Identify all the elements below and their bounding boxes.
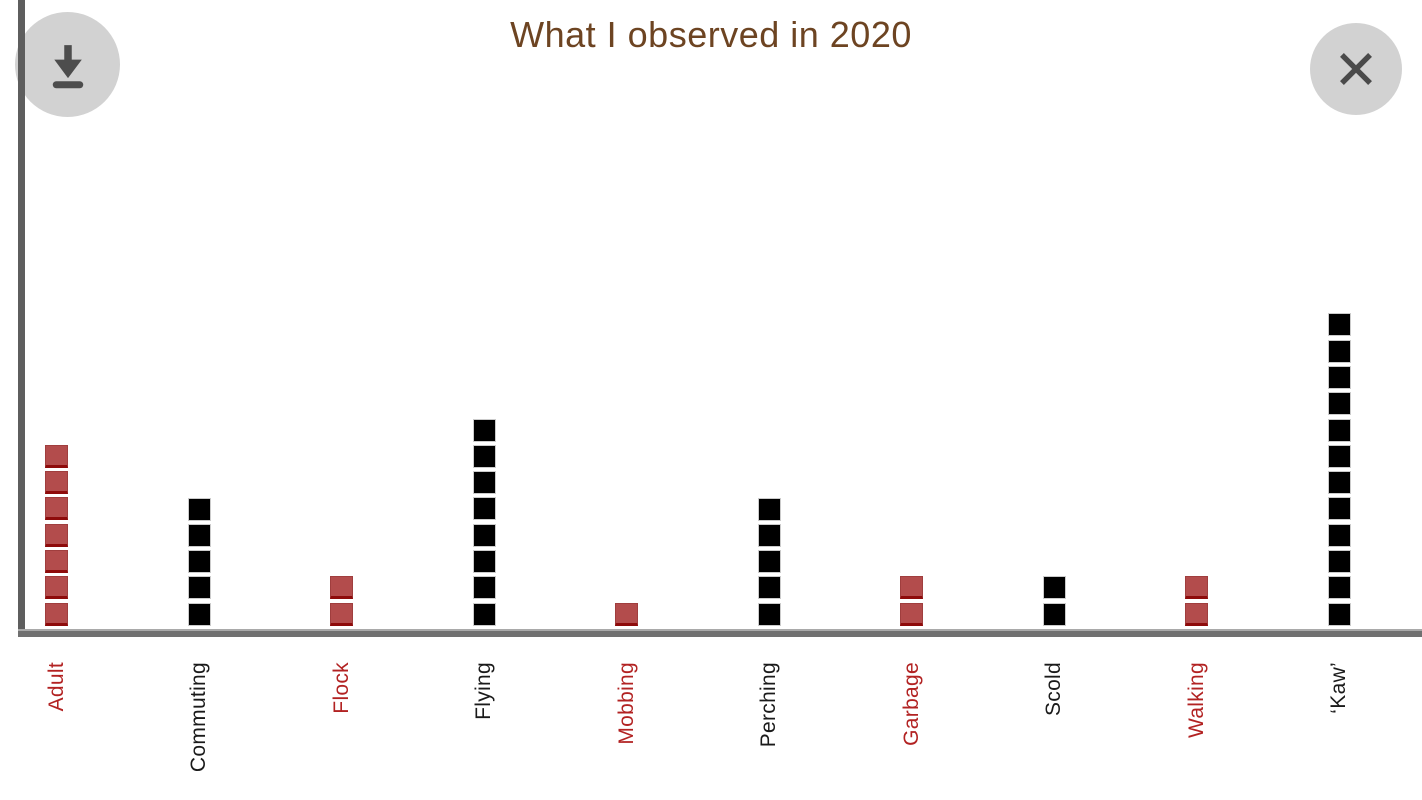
unit-square (1327, 576, 1351, 600)
unit-square (757, 602, 781, 626)
unit-square (1327, 313, 1351, 337)
y-axis-line (18, 0, 25, 637)
x-axis-label-text: Garbage (899, 662, 923, 746)
unit-square (1042, 576, 1066, 600)
unit-square (45, 602, 68, 626)
unit-square (472, 444, 496, 468)
unit-square (757, 497, 781, 521)
bar-column (187, 497, 211, 629)
unit-square (330, 602, 354, 626)
unit-square (1327, 550, 1351, 574)
x-axis-line (18, 629, 1422, 637)
unit-square (1327, 339, 1351, 363)
x-axis-label-text: Mobbing (614, 662, 638, 745)
bar-column (472, 418, 496, 629)
unit-square (45, 444, 68, 468)
bar-column (757, 497, 781, 629)
bar-column (1185, 576, 1209, 629)
unit-square (187, 576, 211, 600)
x-axis-label-text: Commuting (187, 662, 211, 773)
unit-square (472, 576, 496, 600)
unit-square (1327, 602, 1351, 626)
unit-square (472, 602, 496, 626)
unit-square (187, 550, 211, 574)
unit-square (187, 523, 211, 547)
unit-square (1327, 523, 1351, 547)
unit-square (472, 418, 496, 442)
x-axis-label-text: Scold (1042, 662, 1066, 717)
unit-square (757, 523, 781, 547)
x-axis-label-text: Flock (329, 662, 353, 714)
bar-column (1327, 313, 1351, 629)
chart-title: What I observed in 2020 (510, 14, 912, 55)
unit-square (1327, 418, 1351, 442)
unit-square (472, 471, 496, 495)
unit-square (900, 576, 924, 600)
unit-square (1185, 602, 1209, 626)
close-icon (1330, 43, 1382, 95)
close-button[interactable] (1310, 23, 1402, 115)
unit-square (757, 576, 781, 600)
unit-square (187, 602, 211, 626)
bar-column (615, 602, 639, 629)
bar-column (45, 444, 68, 629)
unit-square (1327, 471, 1351, 495)
unit-square (1327, 365, 1351, 389)
x-axis-label-text: Walking (1184, 662, 1208, 739)
bar-column (900, 576, 924, 629)
unit-square (1327, 497, 1351, 521)
unit-square (472, 550, 496, 574)
unit-square (472, 497, 496, 521)
unit-square (45, 550, 68, 574)
download-button[interactable] (15, 12, 120, 117)
x-axis-label-text: Adult (44, 662, 68, 712)
unit-square (1185, 576, 1209, 600)
unit-square (900, 602, 924, 626)
bar-column (330, 576, 354, 629)
unit-square (45, 523, 68, 547)
unit-square (45, 471, 68, 495)
unit-square (45, 576, 68, 600)
unit-square (615, 602, 639, 626)
unit-square (757, 550, 781, 574)
unit-square (1327, 444, 1351, 468)
unit-square (187, 497, 211, 521)
bar-column (1042, 576, 1066, 629)
unit-square (45, 497, 68, 521)
unit-square (1327, 392, 1351, 416)
x-axis-label-text: ‘Kaw’ (1327, 662, 1351, 714)
x-axis-label-text: Flying (472, 662, 496, 720)
x-axis-label-text: Perching (757, 662, 781, 748)
download-icon (37, 34, 99, 96)
unit-square (1042, 602, 1066, 626)
unit-square (472, 523, 496, 547)
unit-square (330, 576, 354, 600)
